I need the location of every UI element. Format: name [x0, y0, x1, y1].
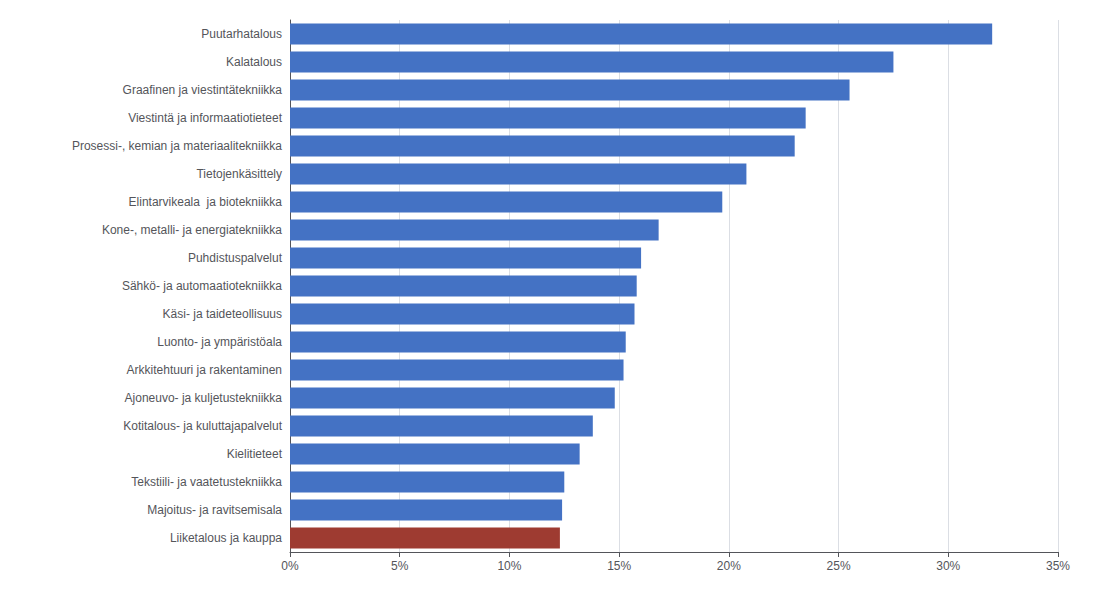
svg-text:25%: 25% [827, 559, 851, 573]
svg-text:Kielitieteet: Kielitieteet [227, 447, 283, 461]
svg-text:Kone-, metalli- ja energiatekn: Kone-, metalli- ja energiatekniikka [102, 223, 282, 237]
svg-text:Elintarvikeala ja biotekniikk: Elintarvikeala ja biotekniikka [129, 195, 283, 209]
svg-text:Tietojenkäsittely: Tietojenkäsittely [196, 167, 282, 181]
svg-text:Liiketalous ja kauppa: Liiketalous ja kauppa [170, 531, 282, 545]
svg-text:Puhdistuspalvelut: Puhdistuspalvelut [188, 251, 283, 265]
svg-text:10%: 10% [497, 559, 521, 573]
svg-text:Majoitus- ja ravitsemisala: Majoitus- ja ravitsemisala [147, 503, 282, 517]
svg-text:Arkkitehtuuri ja rakentaminen: Arkkitehtuuri ja rakentaminen [127, 363, 282, 377]
svg-text:0%: 0% [281, 559, 299, 573]
svg-text:5%: 5% [391, 559, 409, 573]
svg-text:30%: 30% [936, 559, 960, 573]
svg-text:Kotitalous- ja kuluttajapalvel: Kotitalous- ja kuluttajapalvelut [123, 419, 282, 433]
svg-text:Luonto- ja ympäristöala: Luonto- ja ympäristöala [157, 335, 282, 349]
svg-text:Sähkö- ja automaatiotekniikka: Sähkö- ja automaatiotekniikka [122, 279, 282, 293]
svg-text:Tekstiili- ja vaatetustekniikk: Tekstiili- ja vaatetustekniikka [131, 475, 282, 489]
svg-text:Kalatalous: Kalatalous [226, 55, 282, 69]
svg-text:Prosessi-, kemian ja materiaal: Prosessi-, kemian ja materiaalitekniikka [72, 139, 282, 153]
svg-text:Graafinen ja viestintätekniikk: Graafinen ja viestintätekniikka [123, 83, 283, 97]
svg-text:Käsi- ja taideteollisuus: Käsi- ja taideteollisuus [163, 307, 282, 321]
svg-text:Ajoneuvo- ja kuljetustekniikka: Ajoneuvo- ja kuljetustekniikka [125, 391, 283, 405]
svg-text:20%: 20% [717, 559, 741, 573]
svg-text:Viestintä ja informaatiotietee: Viestintä ja informaatiotieteet [128, 111, 283, 125]
svg-text:35%: 35% [1046, 559, 1070, 573]
svg-text:Puutarhatalous: Puutarhatalous [201, 27, 282, 41]
svg-text:15%: 15% [607, 559, 631, 573]
